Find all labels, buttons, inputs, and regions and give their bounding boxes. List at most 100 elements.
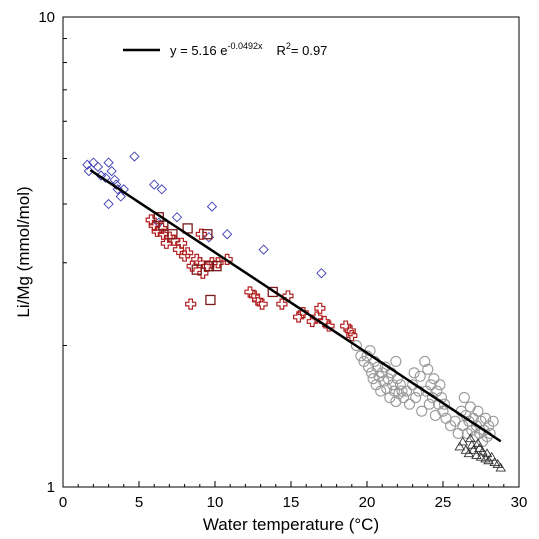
y-axis-label: Li/Mg (mmol/mol) <box>14 186 33 317</box>
triangle-point <box>486 451 497 461</box>
cross-point <box>179 250 191 262</box>
circle-point <box>414 370 426 382</box>
circle-point <box>429 409 441 421</box>
circle-point <box>396 385 408 397</box>
circle-point <box>422 363 434 375</box>
diamond-point <box>171 212 183 223</box>
diamond-point <box>103 198 114 210</box>
cross-point <box>148 219 160 232</box>
triangle-point <box>492 458 504 468</box>
diamond-point <box>103 157 114 168</box>
circle-point <box>362 361 375 373</box>
legend-r2-prefix: R <box>277 43 286 58</box>
legend-equation-exponent: -0.0492x <box>227 41 263 51</box>
cross-point <box>182 247 194 259</box>
square-point <box>158 220 169 231</box>
circle-point <box>390 395 402 408</box>
triangle-point <box>454 441 466 451</box>
cross-point <box>172 243 185 256</box>
legend-r2-value: = 0.97 <box>291 43 328 58</box>
triangle-point <box>468 444 479 454</box>
y-tick-label: 1 <box>47 479 55 496</box>
cross-point <box>251 294 264 306</box>
y-axis: 1 10 <box>38 9 70 496</box>
x-tick-label: 30 <box>511 494 528 511</box>
fit-line <box>89 169 502 443</box>
diamond-point <box>129 151 140 162</box>
circle-point <box>434 379 446 391</box>
diamond-point <box>106 165 117 177</box>
diamond-point <box>149 179 160 190</box>
circle-point <box>366 367 378 379</box>
cross-point <box>293 311 305 323</box>
circle-point <box>472 405 484 417</box>
circle-point <box>423 398 435 410</box>
triangle-point <box>460 444 472 454</box>
cross-point <box>314 302 326 314</box>
circle-point <box>407 379 419 391</box>
circle-point <box>480 412 492 424</box>
cross-point <box>145 214 157 226</box>
circle-point <box>394 379 406 391</box>
circle-point <box>410 391 422 404</box>
circle-point <box>367 373 379 385</box>
x-tick-label: 5 <box>135 494 143 511</box>
x-tick-label: 15 <box>283 494 300 511</box>
data-points <box>82 151 507 472</box>
y-tick-label: 10 <box>38 9 55 26</box>
circle-point <box>350 339 362 352</box>
circle-point <box>390 355 402 367</box>
circle-point <box>438 398 451 410</box>
circle-point <box>437 405 449 417</box>
diamond-point <box>111 179 122 190</box>
triangle-point <box>474 443 485 453</box>
cross-point <box>191 253 203 265</box>
diamond-point <box>100 172 111 183</box>
cross-point <box>175 237 188 249</box>
cross-point <box>212 257 224 269</box>
circle-point <box>428 373 440 385</box>
square-point <box>202 229 213 240</box>
triangle-point <box>477 446 488 456</box>
square-point <box>211 261 222 272</box>
square-point <box>191 264 202 275</box>
triangle-point <box>481 448 493 458</box>
square-point <box>203 261 215 272</box>
circle-point <box>355 350 367 362</box>
diamond-point <box>82 159 93 170</box>
circle-point <box>487 415 499 427</box>
circle-point <box>416 405 428 417</box>
diamond-point <box>118 184 129 195</box>
cross-point <box>340 320 352 332</box>
diamond-point <box>258 244 269 255</box>
cross-point <box>344 325 356 337</box>
circle-point <box>376 367 388 379</box>
square-point <box>267 286 278 298</box>
circle-point <box>484 427 496 439</box>
circle-point <box>408 367 420 379</box>
circle-point <box>458 391 470 404</box>
cross-point <box>244 286 256 298</box>
triangle-point <box>465 433 476 443</box>
legend-equation-base: y = 5.16 e <box>170 43 227 58</box>
square-point <box>182 223 193 234</box>
cross-point <box>248 290 261 302</box>
diamond-point <box>115 191 126 202</box>
cross-point <box>197 267 209 279</box>
circle-point <box>404 398 416 410</box>
cross-point <box>156 222 168 234</box>
cross-point <box>256 298 268 310</box>
cross-point <box>185 298 197 310</box>
x-tick-label: 0 <box>59 494 67 511</box>
square-point <box>167 229 178 240</box>
x-tick-label: 20 <box>359 494 376 511</box>
diamond-point <box>156 184 167 195</box>
square-point <box>205 294 216 306</box>
legend-r2-sup: 2 <box>286 41 291 51</box>
cross-point <box>346 329 358 342</box>
cross-point <box>306 315 318 328</box>
diamond-point <box>92 161 104 172</box>
cross-point <box>186 260 198 272</box>
circle-point <box>400 385 413 397</box>
